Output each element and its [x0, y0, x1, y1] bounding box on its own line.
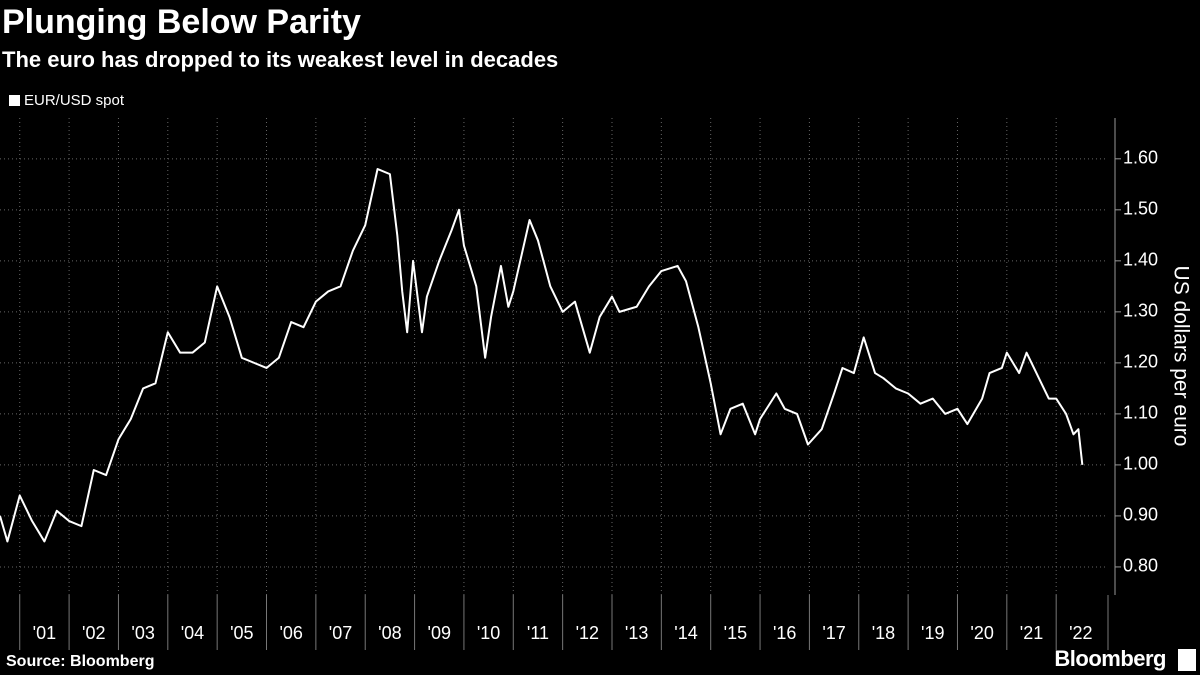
- logo: Bloomberg: [1054, 646, 1166, 671]
- y-tick-label: 1.20: [1123, 352, 1158, 372]
- y-tick-label: 1.00: [1123, 454, 1158, 474]
- x-tick-label: '13: [625, 623, 648, 643]
- y-tick-label: 1.10: [1123, 403, 1158, 423]
- x-tick-label: '19: [921, 623, 944, 643]
- y-tick-label: 1.30: [1123, 301, 1158, 321]
- x-tick-label: '04: [181, 623, 204, 643]
- x-tick-label: '01: [33, 623, 56, 643]
- x-tick-label: '02: [82, 623, 105, 643]
- source: Source: Bloomberg: [6, 653, 154, 670]
- x-tick-label: '22: [1069, 623, 1092, 643]
- x-tick-label: '05: [230, 623, 253, 643]
- y-tick-label: 1.40: [1123, 250, 1158, 270]
- y-tick-label: 0.90: [1123, 505, 1158, 525]
- logo-icon: [1178, 649, 1196, 671]
- x-tick-label: '20: [970, 623, 993, 643]
- x-tick-label: '18: [872, 623, 895, 643]
- x-tick-label: '16: [773, 623, 796, 643]
- y-axis-label: US dollars per euro: [1169, 266, 1192, 447]
- y-tick-label: 1.60: [1123, 148, 1158, 168]
- x-tick-label: '21: [1020, 623, 1043, 643]
- x-tick-label: '06: [279, 623, 302, 643]
- x-tick-label: '14: [674, 623, 697, 643]
- x-tick-label: '09: [428, 623, 451, 643]
- chart-subtitle: The euro has dropped to its weakest leve…: [2, 47, 558, 72]
- x-tick-label: '17: [822, 623, 845, 643]
- legend-swatch: [9, 95, 20, 106]
- x-tick-label: '08: [378, 623, 401, 643]
- x-tick-label: '10: [477, 623, 500, 643]
- y-tick-label: 1.50: [1123, 199, 1158, 219]
- chart-title: Plunging Below Parity: [2, 3, 361, 41]
- legend-label: EUR/USD spot: [24, 92, 125, 109]
- x-tick-label: '12: [576, 623, 599, 643]
- x-tick-label: '11: [527, 623, 549, 643]
- x-tick-label: '15: [724, 623, 747, 643]
- x-tick-label: '07: [329, 623, 352, 643]
- x-tick-label: '03: [131, 623, 154, 643]
- line-series: [0, 168, 1084, 543]
- y-tick-label: 0.80: [1123, 556, 1158, 576]
